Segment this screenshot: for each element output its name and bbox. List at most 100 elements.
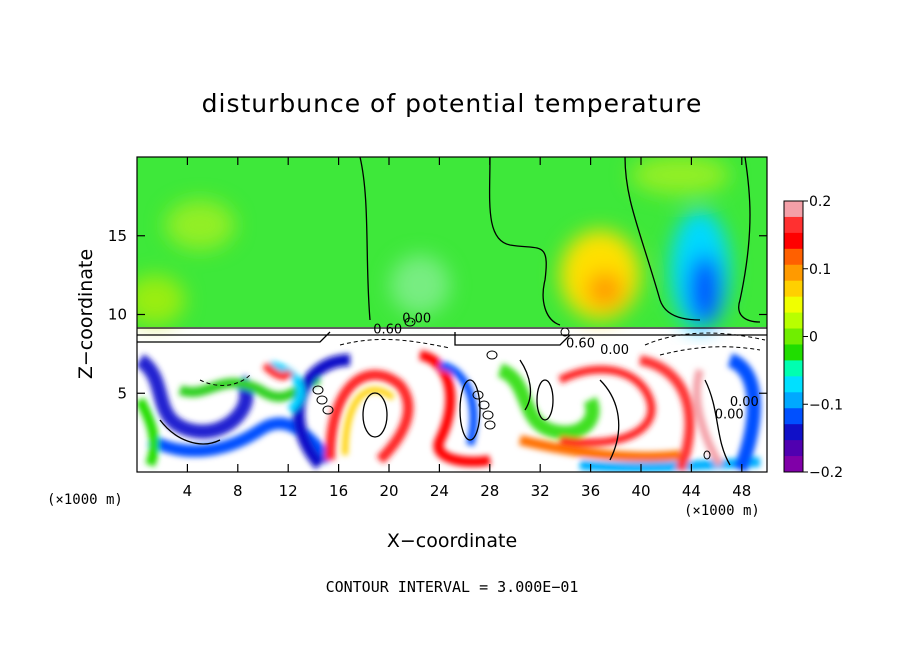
x-unit-left: (×1000 m) <box>47 492 123 508</box>
colorbar-swatch <box>784 296 803 314</box>
pink-vortex-band <box>692 368 724 468</box>
cyan-vortex-band <box>269 361 305 414</box>
contour-loop <box>316 395 328 405</box>
blue-vortex-band <box>438 361 478 447</box>
y-tick-label: 5 <box>117 384 127 402</box>
colorbar-swatch <box>784 360 803 377</box>
yellow-vortex-band <box>342 387 395 456</box>
colorbar-swatch <box>784 424 803 441</box>
orange-vortex-band <box>518 435 681 462</box>
contour-line <box>599 379 620 461</box>
x-tick-label: 44 <box>682 482 701 500</box>
colorbar-tick-label: −0.2 <box>809 465 843 481</box>
contour-label: 0.60 <box>566 337 595 352</box>
dashed-contour <box>339 338 451 349</box>
x-unit-right: (×1000 m) <box>684 503 760 519</box>
contour-line <box>488 157 561 326</box>
x-axis-label: X−coordinate <box>387 530 517 552</box>
contour-line <box>624 157 701 321</box>
colorbar <box>784 201 803 473</box>
contour-loop <box>482 410 494 420</box>
contour-line <box>359 157 371 321</box>
x-tick-label: 16 <box>329 482 348 500</box>
x-tick-label: 32 <box>531 482 550 500</box>
colorbar-swatch <box>784 201 803 218</box>
y-axis-label: Z−coordinate <box>75 249 97 379</box>
contour-loop <box>536 379 554 421</box>
dashed-contour <box>644 332 766 346</box>
colorbar-swatch <box>784 440 803 457</box>
contour-loop <box>478 400 490 410</box>
contour-loop <box>362 392 388 438</box>
x-tick-label: 8 <box>233 482 243 500</box>
small-contour-loops <box>312 317 711 460</box>
colorbar-tick-label: 0.2 <box>809 194 831 210</box>
contour-line <box>704 379 731 466</box>
contour-loop <box>560 327 570 337</box>
contour-lines <box>137 157 767 466</box>
contour-label: 0.00 <box>402 311 431 326</box>
x-axis-ticks: 4 8 12 16 20 24 28 32 36 40 44 48 <box>183 157 751 500</box>
x-tick-label: 4 <box>183 482 193 500</box>
red-vortex-band <box>558 365 656 447</box>
contour-label: 0.00 <box>600 343 629 358</box>
colorbar-swatch <box>784 232 803 250</box>
upper-warm-patch <box>137 275 185 325</box>
upper-warm-patch <box>165 200 235 250</box>
colorbar-ticks: 0.2 0.1 0 −0.1 −0.2 <box>803 194 843 481</box>
blue-vortex-band <box>579 457 761 472</box>
red-vortex-band <box>262 362 294 380</box>
colorbar-tick-label: 0.1 <box>809 262 831 278</box>
y-tick-label: 10 <box>108 306 127 324</box>
contour-loop <box>486 350 498 360</box>
green-vortex-band <box>497 363 600 440</box>
red-vortex-band <box>325 370 414 464</box>
contour-loop <box>322 405 334 415</box>
x-tick-label: 36 <box>581 482 600 500</box>
contour-loop <box>312 385 324 395</box>
contour-line <box>137 331 331 343</box>
colorbar-swatch <box>784 264 803 282</box>
x-tick-label: 20 <box>379 482 398 500</box>
colorbar-swatch <box>784 328 803 345</box>
upper-cool-patch <box>689 255 721 325</box>
dashed-contours <box>199 332 766 386</box>
contour-loop <box>472 390 484 400</box>
contour-loop <box>459 379 481 441</box>
contour-line <box>738 157 761 323</box>
y-axis-ticks: 5 10 15 <box>108 227 767 402</box>
contour-label: 0.00 <box>730 395 759 410</box>
colorbar-tick-label: 0 <box>809 330 818 346</box>
colorbar-swatch <box>784 456 803 473</box>
contour-label: 0.00 <box>715 407 744 422</box>
contour-loop <box>404 317 416 327</box>
blue-vortex-band <box>727 353 761 472</box>
x-tick-label: 48 <box>732 482 751 500</box>
y-tick-label: 15 <box>108 227 127 245</box>
contour-line <box>519 359 532 411</box>
contour-loop <box>703 450 711 460</box>
colorbar-swatch <box>784 376 803 393</box>
colorbar-swatch <box>784 408 803 425</box>
x-tick-label: 28 <box>480 482 499 500</box>
contour-loop <box>484 420 496 430</box>
colorbar-swatch <box>784 344 803 361</box>
contour-line <box>159 419 221 445</box>
colorbar-swatch <box>784 312 803 330</box>
blue-vortex-band <box>137 354 254 439</box>
contour-labels: 0.600.000.60 0.000.000.00 <box>373 311 759 422</box>
dashed-contour <box>199 374 251 386</box>
colorbar-swatch <box>784 248 803 266</box>
x-tick-label: 12 <box>279 482 298 500</box>
contour-interval-note: CONTOUR INTERVAL = 3.000E−01 <box>326 578 579 596</box>
colorbar-swatch <box>784 280 803 298</box>
contour-line <box>454 332 571 346</box>
chart-title: disturbunce of potential temperature <box>202 89 703 118</box>
red-vortex-band <box>638 355 695 472</box>
colorbar-swatch <box>784 216 803 234</box>
upper-cool-patch <box>390 255 450 315</box>
colorbar-tick-label: −0.1 <box>809 397 843 413</box>
x-tick-label: 24 <box>430 482 449 500</box>
contour-label: 0.60 <box>373 322 402 337</box>
